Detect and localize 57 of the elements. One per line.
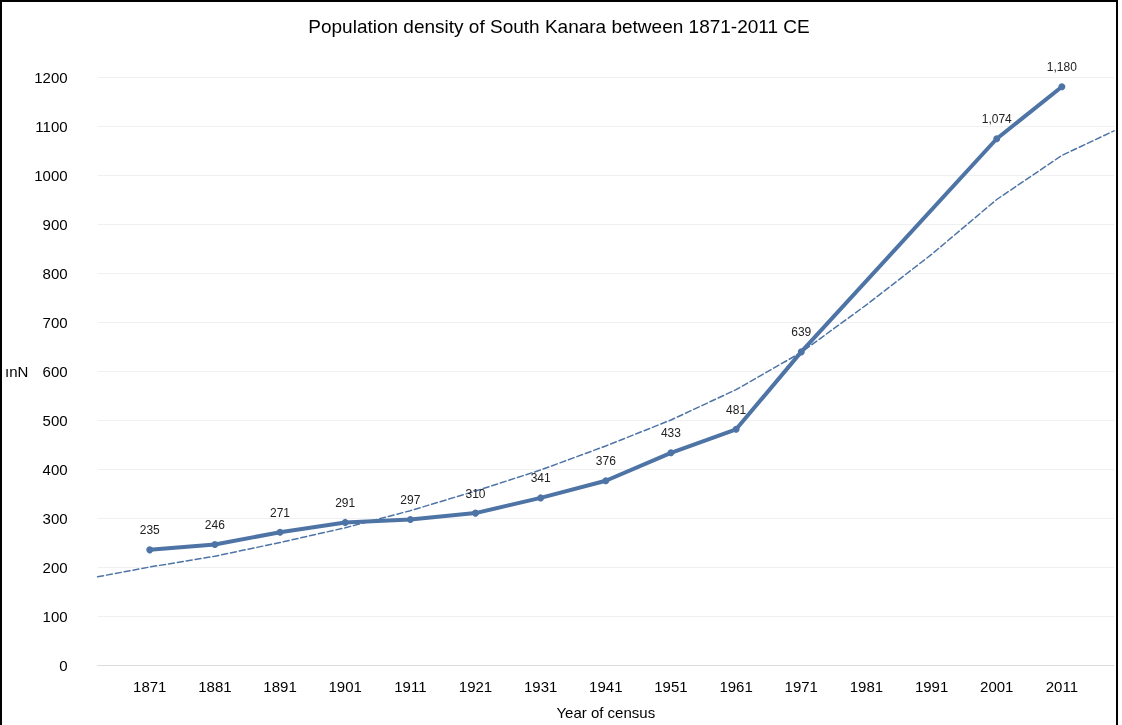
y-tick-label: 100 xyxy=(42,607,68,625)
data-label: 235 xyxy=(139,523,161,538)
y-tick-label: 500 xyxy=(42,411,68,429)
x-tick-label: 2011 xyxy=(1045,678,1079,695)
x-tick-label: 1941 xyxy=(589,678,623,695)
x-tick-label: 1951 xyxy=(654,678,688,695)
y-tick-label: 200 xyxy=(42,558,68,576)
x-tick-label: 1911 xyxy=(394,678,427,695)
data-label: 310 xyxy=(465,486,486,501)
data-label: 639 xyxy=(791,325,812,340)
x-tick-label: 1981 xyxy=(849,678,884,695)
y-tick-label: 1200 xyxy=(34,68,68,86)
point xyxy=(211,540,219,548)
x-tick-label: 1891 xyxy=(263,678,297,695)
point xyxy=(797,348,805,356)
x-tick-label: 1881 xyxy=(198,678,232,695)
point xyxy=(732,425,740,433)
data-label: 271 xyxy=(270,505,291,520)
point xyxy=(406,515,414,523)
chart-title: Population density of South Kanara between 1871-2011 CE xyxy=(308,16,810,37)
x-tick-label: 1871 xyxy=(133,678,167,695)
point xyxy=(537,494,545,502)
point xyxy=(146,546,154,554)
point xyxy=(993,135,1001,143)
data-label: 481 xyxy=(726,402,747,417)
data-label: 291 xyxy=(335,495,356,510)
y-tick-label: 600 xyxy=(42,362,68,380)
point xyxy=(1058,83,1066,91)
y-tick-label: 1000 xyxy=(34,166,68,184)
data-label: 1,074 xyxy=(981,112,1013,127)
y-tick-label: 900 xyxy=(42,215,68,233)
data-label: 341 xyxy=(530,471,551,486)
data-label: 297 xyxy=(400,492,421,507)
x-tick-label: 1991 xyxy=(914,678,949,695)
y-tick-label: 0 xyxy=(59,656,68,674)
x-tick-label: 2001 xyxy=(980,678,1014,695)
x-tick-label: 1971 xyxy=(784,678,818,695)
y-tick-label: 1100 xyxy=(35,117,68,135)
x-tick-label: 1921 xyxy=(458,678,493,695)
data-label: 1,180 xyxy=(1046,60,1078,75)
point xyxy=(341,518,349,526)
data-label: 433 xyxy=(660,426,682,441)
point xyxy=(472,509,479,517)
point xyxy=(276,528,284,536)
x-axis-title: Year of census xyxy=(556,704,656,721)
data-label: 246 xyxy=(204,517,226,532)
y-tick-label: 300 xyxy=(42,509,68,527)
y-tick-label: 700 xyxy=(42,313,68,331)
point xyxy=(602,477,610,485)
x-tick-label: 1901 xyxy=(328,678,362,695)
x-tick-label: 1961 xyxy=(719,678,753,695)
y-tick-label: 400 xyxy=(42,460,68,478)
point xyxy=(667,449,675,457)
y-axis-title: ınN xyxy=(5,362,29,380)
x-tick-label: 1931 xyxy=(523,678,558,695)
y-tick-label: 800 xyxy=(42,264,68,282)
data-label: 376 xyxy=(595,454,617,469)
